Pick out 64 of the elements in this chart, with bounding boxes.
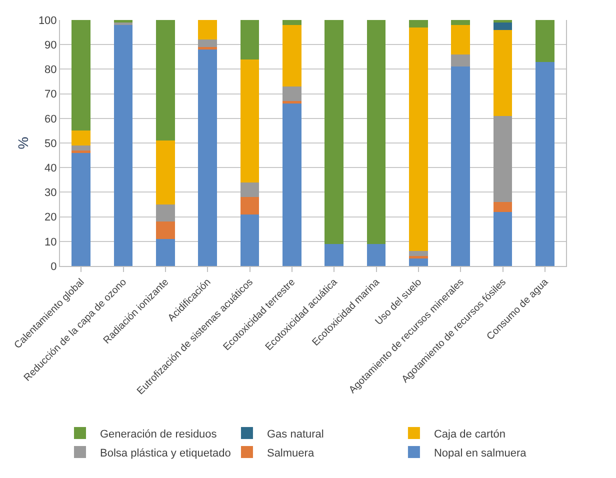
legend-label: Nopal en salmuera [434,447,528,460]
bar [493,30,512,116]
bar [366,20,386,244]
bar [72,20,91,131]
y-tick-label: 50 [44,138,57,150]
bar [493,116,512,202]
bar [451,24,470,54]
bar [282,101,302,104]
y-tick-label: 60 [44,113,57,126]
bar [493,202,512,212]
bar [493,22,512,30]
bar [366,244,386,266]
bar [451,54,470,67]
bar [451,20,470,25]
bar [156,140,175,204]
bar [72,130,91,146]
bar [408,256,428,259]
y-tick-label: 30 [44,187,57,200]
bar [240,20,260,60]
bar [408,20,428,28]
legend-label: Bolsa plástica y etiquetado [100,447,231,460]
y-tick-label: 20 [44,212,57,224]
bar [282,24,302,86]
bar [493,212,512,266]
bar [240,182,260,198]
bar [198,47,218,50]
bar [282,86,302,102]
legend-label: Caja de cartón [434,428,506,440]
bar [240,214,260,266]
y-tick-label: 10 [44,236,57,248]
y-tick-label: 90 [44,39,57,52]
y-tick-label: 0 [50,260,57,273]
bar [240,59,260,182]
bar [535,62,554,266]
y-tick-label: 80 [44,64,57,76]
y-tick-label: 70 [44,88,57,101]
bar [198,50,218,266]
y-tick-label: 40 [44,162,57,174]
bar [451,66,470,266]
bar [72,150,91,153]
y-axis-title: % [15,136,32,150]
bar [282,104,302,266]
legend-label: Salmuera [266,447,315,460]
bar [114,24,133,266]
bar [408,251,428,256]
bar [156,238,175,266]
bar [156,204,175,222]
bar [156,222,175,239]
bar [198,20,218,40]
bar [114,22,133,25]
bar [408,27,428,252]
bar [72,145,91,150]
bar [156,20,175,141]
bar [240,197,260,214]
bar [72,152,91,266]
legend-label: Generación de residuos [100,428,218,440]
legend-label: Gas natural [266,428,324,440]
bar [535,20,554,62]
bar [324,244,344,266]
bar [198,40,218,48]
bar [408,258,428,266]
bar [324,20,344,244]
y-tick-label: 100 [38,14,57,27]
bar [282,20,302,25]
